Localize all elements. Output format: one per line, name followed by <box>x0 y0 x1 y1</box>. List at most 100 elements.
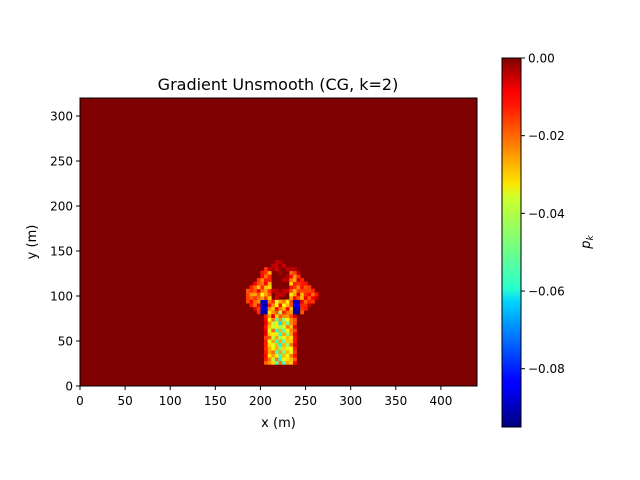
heatmap-cell <box>300 310 305 315</box>
heatmap-cell <box>267 292 272 297</box>
heatmap-cell <box>282 299 287 304</box>
heatmap-cell <box>264 314 268 318</box>
heatmap-cell <box>314 296 319 300</box>
heatmap-cell <box>289 324 294 329</box>
heatmap-cell <box>285 346 290 351</box>
heatmap-cell <box>260 270 265 275</box>
x-tick-label: 100 <box>159 394 182 408</box>
heatmap-cell <box>296 281 301 286</box>
heatmap-cell <box>271 263 276 268</box>
heatmap-cell <box>300 296 305 300</box>
heatmap-cell <box>289 267 294 272</box>
heatmap-cell <box>267 332 272 336</box>
heatmap-cell <box>260 306 265 311</box>
colorbar-tick-label: −0.04 <box>528 207 565 221</box>
heatmap-cell <box>285 353 290 358</box>
heatmap-cell <box>271 288 276 293</box>
heatmap-cell <box>267 267 272 272</box>
heatmap-cell <box>289 317 294 322</box>
heatmap-cell <box>274 306 279 311</box>
heatmap-cell <box>278 260 283 264</box>
heatmap-cell <box>274 303 279 308</box>
heatmap-cell <box>260 285 265 290</box>
heatmap-cell <box>267 314 272 318</box>
heatmap-cell <box>285 328 290 333</box>
heatmap-cell <box>267 328 272 333</box>
chart-title: Gradient Unsmooth (CG, k=2) <box>158 75 399 94</box>
heatmap-cell <box>267 310 272 315</box>
y-tick-label: 300 <box>50 110 73 124</box>
heatmap-cell <box>278 306 283 311</box>
heatmap-cell <box>264 310 268 315</box>
heatmap-cell <box>278 335 283 340</box>
x-tick-label: 350 <box>384 394 407 408</box>
heatmap-cell <box>282 321 287 326</box>
heatmap-cell <box>274 332 279 336</box>
heatmap-cell <box>278 360 283 365</box>
heatmap-cell <box>314 292 319 297</box>
heatmap-cell <box>285 278 290 282</box>
heatmap-cell <box>278 292 283 297</box>
heatmap-cell <box>282 292 287 297</box>
heatmap-cell <box>310 292 315 297</box>
heatmap-cell <box>264 353 268 358</box>
heatmap-cell <box>253 299 258 304</box>
heatmap-cell <box>264 339 268 344</box>
y-tick-label: 150 <box>50 245 73 259</box>
heatmap-cell <box>289 281 294 286</box>
heatmap-cell <box>267 353 272 358</box>
heatmap-cell <box>271 321 276 326</box>
heatmap-cell <box>256 310 261 315</box>
heatmap-cell <box>292 288 297 293</box>
plot-frame <box>79 97 478 387</box>
heatmap-cell <box>271 267 276 272</box>
heatmap-cell <box>278 339 283 344</box>
heatmap-cell <box>292 274 297 279</box>
heatmap-cell <box>278 350 283 354</box>
heatmap-cell <box>260 278 265 282</box>
heatmap-cell <box>292 317 297 322</box>
heatmap-cell <box>282 360 287 365</box>
heatmap-cell <box>274 321 279 326</box>
heatmap-cell <box>256 285 261 290</box>
heatmap-cell <box>274 263 279 268</box>
heatmap-cell <box>271 306 276 311</box>
heatmap-cell <box>296 274 301 279</box>
heatmap-cell <box>274 342 279 347</box>
heatmap-cell <box>292 357 297 362</box>
colorbar <box>501 57 522 428</box>
heatmap-cell <box>292 342 297 347</box>
heatmap-cell <box>289 274 294 279</box>
heatmap-cell <box>292 314 297 318</box>
heatmap-cell <box>271 310 276 315</box>
heatmap-cell <box>274 317 279 322</box>
heatmap-cell <box>267 303 272 308</box>
heatmap-cell <box>289 296 294 300</box>
heatmap-cell <box>267 299 272 304</box>
heatmap-cell <box>300 278 305 282</box>
heatmap-cell <box>264 281 268 286</box>
heatmap-cell <box>267 306 272 311</box>
heatmap-cell <box>296 306 301 311</box>
heatmap-cell <box>282 317 287 322</box>
heatmap-cell <box>264 285 268 290</box>
heatmap-cell <box>292 292 297 297</box>
heatmap-cell <box>296 292 301 297</box>
heatmap-cell <box>267 317 272 322</box>
heatmap-cell <box>260 310 265 315</box>
heatmap-cell <box>278 357 283 362</box>
y-tick-label: 200 <box>50 200 73 214</box>
heatmap-cell <box>267 296 272 300</box>
heatmap-cell <box>292 306 297 311</box>
heatmap-cell <box>274 292 279 297</box>
heatmap-cell <box>274 324 279 329</box>
heatmap-cell <box>292 281 297 286</box>
heatmap-cell <box>300 288 305 293</box>
heatmap-cell <box>256 299 261 304</box>
heatmap-cell <box>292 346 297 351</box>
heatmap-cell <box>289 306 294 311</box>
heatmap-cell <box>303 285 308 290</box>
heatmap-cell <box>278 299 283 304</box>
x-tick-label: 400 <box>429 394 452 408</box>
heatmap-cell <box>274 267 279 272</box>
